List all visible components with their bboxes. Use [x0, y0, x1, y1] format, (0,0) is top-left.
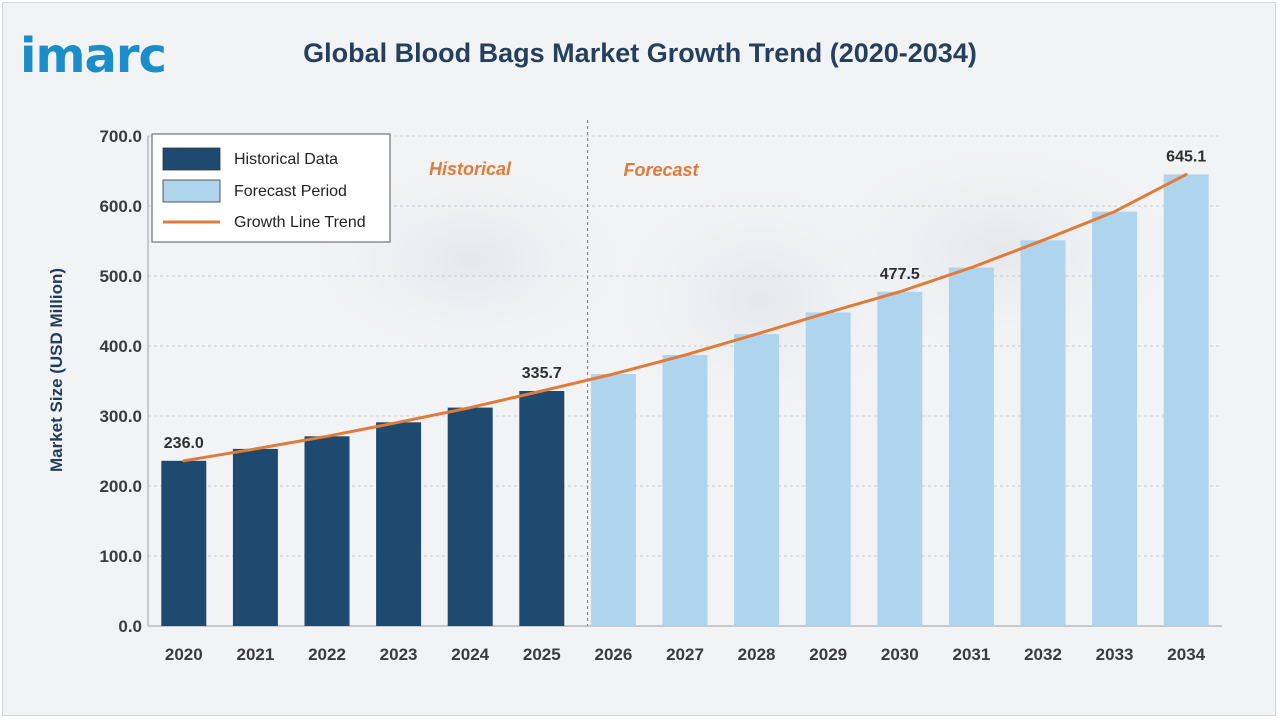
historical-bar-2022 — [304, 436, 350, 626]
chart-title: Global Blood Bags Market Growth Trend (2… — [303, 38, 977, 68]
labels: 0.0 100.0 200.0 300.0 400.0 500.0 600.0 700.0 20… — [99, 127, 1206, 664]
historical-bar-2025 — [519, 391, 565, 626]
imarc-logo: imarc — [20, 28, 167, 84]
forecast-bar-2031 — [948, 267, 994, 626]
x-tick-label-2020: 2020 — [165, 645, 203, 664]
forecast-bar-2032 — [1020, 240, 1066, 627]
data-label-2034: 645.1 — [1166, 148, 1206, 165]
legend-label-forecast: Forecast Period — [234, 183, 347, 200]
legend-label-growth-line: Growth Line Trend — [234, 214, 366, 231]
legend-swatch-forecast — [162, 179, 221, 203]
x-tick-label-2022: 2022 — [308, 645, 346, 664]
y-tick-label: 200.0 — [99, 477, 142, 496]
x-tick-label-2028: 2028 — [738, 645, 776, 664]
x-tick-label-2021: 2021 — [236, 645, 274, 664]
legend-swatch-historical — [162, 147, 221, 171]
y-tick-label: 0.0 — [118, 617, 142, 636]
x-tick-label-2023: 2023 — [380, 645, 418, 664]
forecast-bar-2034 — [1163, 174, 1209, 626]
legend-label-historical: Historical Data — [234, 151, 338, 168]
x-tick-label-2034: 2034 — [1167, 645, 1205, 664]
historical-bar-2024 — [447, 407, 493, 626]
data-label-2030: 477.5 — [880, 266, 920, 283]
x-tick-label-2026: 2026 — [594, 645, 632, 664]
x-tick-label-2033: 2033 — [1096, 645, 1134, 664]
historical-period-label: Historical — [429, 159, 512, 179]
trend-line-layer — [182, 172, 1188, 463]
y-axis-title: Market Size (USD Million) — [47, 268, 66, 472]
data-label-2020: 236.0 — [164, 435, 204, 452]
forecast-bar-2033 — [1092, 211, 1138, 626]
historical-bar-2020 — [161, 460, 207, 626]
y-tick-label: 100.0 — [99, 547, 142, 566]
forecast-bar-2030 — [877, 291, 923, 626]
forecast-bar-2026 — [590, 374, 636, 626]
y-tick-label: 700.0 — [99, 127, 142, 146]
y-tick-label: 300.0 — [99, 407, 142, 426]
x-tick-label-2032: 2032 — [1024, 645, 1062, 664]
bars — [161, 174, 1209, 627]
historical-bar-2021 — [232, 448, 278, 626]
legend: Historical Data Forecast Period Growth L… — [151, 133, 391, 243]
y-tick-label: 400.0 — [99, 337, 142, 356]
historical-bar-2023 — [376, 422, 422, 626]
x-tick-label-2027: 2027 — [666, 645, 704, 664]
forecast-bar-2027 — [662, 355, 708, 626]
x-tick-label-2029: 2029 — [809, 645, 847, 664]
growth-trend-line — [182, 172, 1188, 463]
x-tick-label-2024: 2024 — [451, 645, 489, 664]
y-tick-label: 500.0 — [99, 267, 142, 286]
forecast-period-label: Forecast — [623, 160, 699, 180]
forecast-bar-2029 — [805, 312, 851, 626]
data-label-2025: 335.7 — [522, 365, 562, 382]
forecast-bar-2028 — [734, 334, 780, 626]
x-tick-label-2025: 2025 — [523, 645, 561, 664]
y-tick-label: 600.0 — [99, 197, 142, 216]
x-tick-label-2030: 2030 — [881, 645, 919, 664]
x-tick-label-2031: 2031 — [952, 645, 990, 664]
